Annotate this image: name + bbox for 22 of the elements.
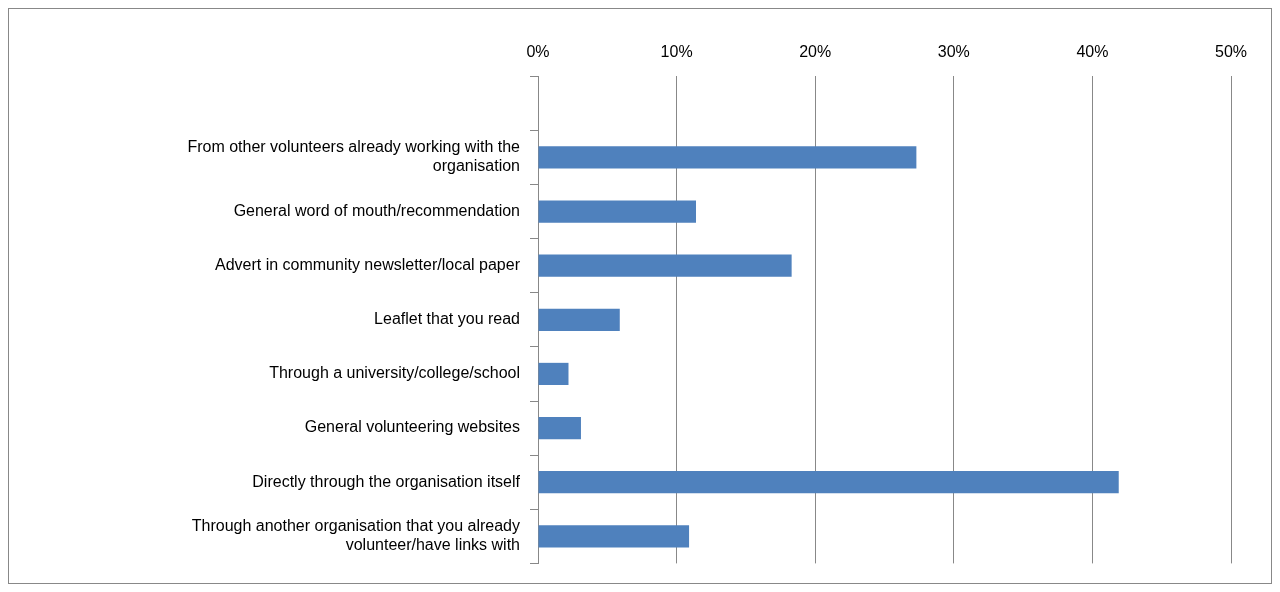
bar [538, 254, 792, 277]
bar [538, 308, 620, 331]
bar [538, 416, 581, 440]
x-tick-label: 0% [526, 43, 550, 61]
y-tick-label: Advert in community newsletter/local paper [214, 256, 521, 274]
x-tick-label: 10% [660, 43, 693, 61]
x-tick-label: 30% [937, 43, 970, 61]
y-tick-label: Through a university/college/school [269, 364, 520, 382]
bar [538, 471, 1119, 494]
y-tick-label: Through another organisation that you already volunteer/have links with [191, 517, 520, 554]
y-tick-label: General volunteering websites [304, 418, 520, 436]
x-tick-label: 40% [1076, 43, 1109, 61]
y-tick-label: From other volunteers already working with the organisation [187, 138, 521, 175]
y-tick-label: General word of mouth/recommendation [233, 201, 520, 219]
x-tick-label: 20% [799, 43, 832, 61]
bar [538, 362, 569, 386]
bar [538, 525, 690, 548]
x-tick-label: 50% [1214, 43, 1248, 61]
y-tick-label: Directly through the organisation itself [252, 472, 521, 490]
bar [538, 146, 917, 169]
bar [538, 200, 696, 223]
y-tick-label: Leaflet that you read [374, 310, 520, 328]
